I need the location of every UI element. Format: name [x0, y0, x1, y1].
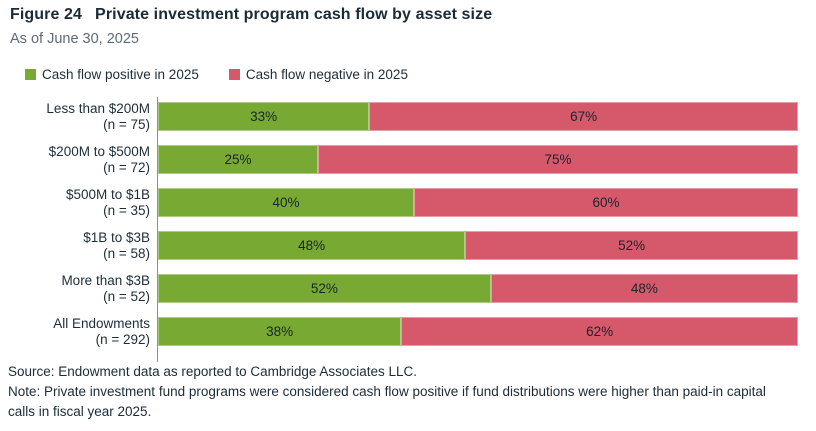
category-sample-size: (n = 52)	[103, 288, 150, 304]
category-name: $500M to $1B	[65, 186, 150, 202]
chart-legend: Cash flow positive in 2025 Cash flow nega…	[25, 67, 408, 82]
bar-segment-negative: 75%	[318, 145, 798, 174]
category-sample-size: (n = 75)	[103, 116, 150, 132]
figure-subtitle: As of June 30, 2025	[10, 31, 139, 47]
bar-track: 38% 62%	[158, 317, 798, 346]
footer-notes: Source: Endowment data as reported to Ca…	[8, 362, 794, 422]
legend-label: Cash flow positive in 2025	[42, 67, 199, 82]
bar-segment-positive: 25%	[158, 145, 318, 174]
bar-track: 25% 75%	[158, 145, 798, 174]
bar-track: 48% 52%	[158, 231, 798, 260]
legend-swatch-icon	[228, 69, 240, 80]
bar-segment-positive: 40%	[158, 188, 414, 217]
chart-row: More than $3B (n = 52) 52% 48%	[0, 267, 816, 310]
bar-segment-negative: 62%	[401, 317, 798, 346]
legend-item-0: Cash flow positive in 2025	[25, 67, 199, 82]
stacked-bar-chart: Less than $200M (n = 75) 33% 67% $200M to $5…	[0, 93, 816, 362]
methodology-note: Note: Private investment fund programs w…	[8, 384, 766, 419]
bar-track: 33% 67%	[158, 102, 798, 131]
category-label: $200M to $500M (n = 72)	[0, 144, 150, 176]
chart-rows: Less than $200M (n = 75) 33% 67% $200M to $5…	[0, 93, 816, 353]
category-sample-size: (n = 35)	[103, 202, 150, 218]
category-name: More than $3B	[61, 272, 150, 288]
category-sample-size: (n = 58)	[103, 245, 150, 261]
category-label: $500M to $1B (n = 35)	[0, 187, 150, 219]
chart-row: $1B to $3B (n = 58) 48% 52%	[0, 224, 816, 267]
category-name: $200M to $500M	[48, 143, 150, 159]
bar-segment-positive: 38%	[158, 317, 402, 346]
figure-title: Figure 24 Private investment program cash…	[10, 6, 492, 24]
chart-row: $500M to $1B (n = 35) 40% 60%	[0, 181, 816, 224]
category-name: All Endowments	[53, 315, 150, 331]
figure-number: Figure 24	[10, 6, 83, 23]
bar-segment-negative: 67%	[369, 102, 798, 131]
y-axis-line	[157, 97, 158, 362]
category-label: All Endowments (n = 292)	[0, 316, 150, 348]
category-name: Less than $200M	[46, 100, 150, 116]
chart-row: Less than $200M (n = 75) 33% 67%	[0, 95, 816, 138]
bar-segment-negative: 52%	[465, 231, 798, 260]
bar-segment-positive: 33%	[158, 102, 370, 131]
bar-segment-negative: 48%	[490, 274, 798, 303]
legend-swatch-icon	[25, 69, 36, 80]
bar-track: 52% 48%	[158, 274, 798, 303]
bar-track: 40% 60%	[158, 188, 798, 217]
chart-row: All Endowments (n = 292) 38% 62%	[0, 310, 816, 353]
category-sample-size: (n = 72)	[103, 159, 150, 175]
chart-row: $200M to $500M (n = 72) 25% 75%	[0, 138, 816, 181]
bar-segment-negative: 60%	[414, 188, 798, 217]
bar-segment-positive: 48%	[158, 231, 466, 260]
category-sample-size: (n = 292)	[95, 331, 150, 347]
figure-title-text: Private investment program cash flow by …	[95, 6, 493, 23]
category-label: Less than $200M (n = 75)	[0, 101, 150, 133]
bar-segment-positive: 52%	[158, 274, 491, 303]
category-label: $1B to $3B (n = 58)	[0, 230, 150, 262]
legend-label: Cash flow negative in 2025	[245, 67, 408, 82]
legend-item-1: Cash flow negative in 2025	[228, 67, 408, 82]
category-label: More than $3B (n = 52)	[0, 273, 150, 305]
source-note: Source: Endowment data as reported to Ca…	[8, 364, 417, 379]
category-name: $1B to $3B	[83, 229, 150, 245]
